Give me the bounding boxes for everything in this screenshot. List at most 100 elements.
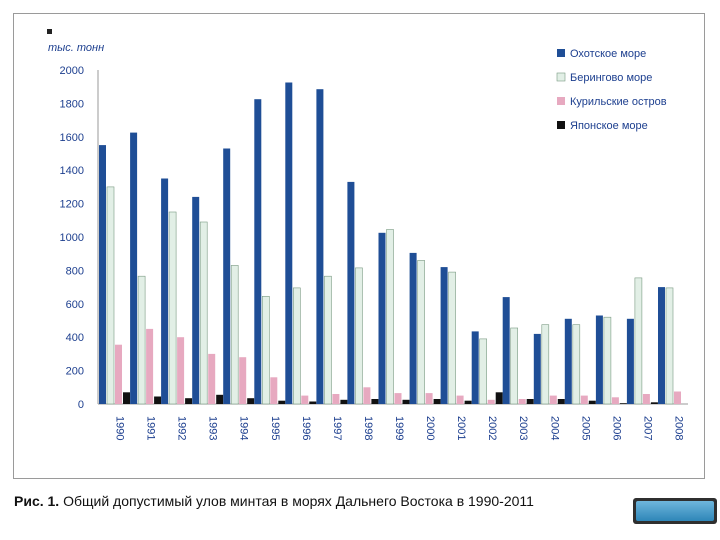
bar-1-1990 <box>106 186 115 405</box>
chart-frame: тыс. тонн 0 200 400 600 800 1000 1200 1400 1600 1… <box>13 13 705 479</box>
legend-swatch <box>557 121 565 129</box>
x-tick-label: 2006 <box>610 416 622 440</box>
bar-3-2001 <box>464 400 472 404</box>
bar-0-1999 <box>378 232 386 404</box>
y-tick-label: 400 <box>66 332 84 344</box>
bar-2-2000 <box>425 393 433 404</box>
y-tick-labels: 0 200 400 600 800 1000 1200 1400 1600 1800 2000 <box>60 65 84 411</box>
bar-3-1995 <box>278 400 286 404</box>
x-tick-label: 1991 <box>145 416 157 440</box>
x-tick-label: 1999 <box>393 416 405 440</box>
bar-series <box>99 82 681 405</box>
bar-2-1993 <box>208 353 216 404</box>
bar-2-2001 <box>456 395 464 404</box>
y-tick-label: 1800 <box>60 98 84 110</box>
bar-1-1996 <box>292 287 301 405</box>
legend-swatch <box>557 97 565 105</box>
bar-3-2005 <box>588 400 596 404</box>
bar-0-2005 <box>564 318 572 404</box>
x-tick-label: 1992 <box>176 416 188 440</box>
x-tick-label: 1997 <box>331 416 343 440</box>
bar-3-2002 <box>495 392 503 404</box>
x-tick-label: 2004 <box>548 416 560 440</box>
bar-1-1991 <box>137 275 146 405</box>
bar-0-1990 <box>99 145 106 404</box>
bar-0-1992 <box>161 178 169 404</box>
bar-3-1998 <box>371 399 379 404</box>
corner-marker <box>47 29 52 34</box>
bar-2-1992 <box>177 337 185 404</box>
bar-3-1990 <box>123 392 130 404</box>
bar-3-2004 <box>557 399 565 404</box>
bar-2-1990 <box>115 344 122 404</box>
bar-3-2003 <box>526 399 534 404</box>
x-tick-label: 2007 <box>641 416 653 440</box>
bar-0-2003 <box>502 297 510 404</box>
bar-0-2007 <box>626 318 634 404</box>
next-slide-button[interactable] <box>633 498 717 524</box>
bar-2-2007 <box>642 394 650 404</box>
bar-0-1995 <box>254 99 262 404</box>
bar-2-2002 <box>487 399 495 404</box>
bar-1-2007 <box>634 277 643 405</box>
bar-0-2008 <box>658 287 665 404</box>
bar-1-2004 <box>541 324 550 405</box>
x-tick-label: 2005 <box>579 416 591 440</box>
y-tick-label: 1200 <box>60 199 84 211</box>
bar-2-2008 <box>674 391 681 404</box>
x-tick-label: 1996 <box>300 416 312 440</box>
bar-0-2002 <box>471 331 479 404</box>
bar-2-2003 <box>518 399 526 404</box>
bar-0-2000 <box>409 252 417 404</box>
bar-2-1994 <box>239 357 247 404</box>
y-tick-label: 0 <box>78 399 84 411</box>
bar-1-1992 <box>168 211 177 405</box>
x-tick-label: 2003 <box>517 416 529 440</box>
legend-swatch <box>557 49 565 57</box>
x-tick-label: 2001 <box>455 416 467 440</box>
y-tick-label: 2000 <box>60 65 84 77</box>
bar-0-2004 <box>533 333 541 404</box>
x-tick-label: 1994 <box>238 416 250 440</box>
x-tick-label: 2002 <box>486 416 498 440</box>
x-tick-label: 1998 <box>362 416 374 440</box>
legend-label: Японское море <box>570 120 648 132</box>
tac-bar-chart: тыс. тонн 0 200 400 600 800 1000 1200 1400 1600 1… <box>47 29 688 440</box>
bar-0-1991 <box>130 132 138 404</box>
bar-0-1998 <box>347 181 355 404</box>
y-tick-label: 1000 <box>60 232 84 244</box>
legend: Охотское море Берингово море Курильские ос… <box>556 48 667 132</box>
bar-3-2007 <box>650 402 658 404</box>
bar-3-1994 <box>247 398 255 404</box>
bar-2-1997 <box>332 394 340 404</box>
legend-label: Курильские остров <box>570 96 667 108</box>
bar-1-2000 <box>417 260 425 405</box>
bar-1-2006 <box>603 316 612 405</box>
bar-3-2000 <box>433 399 441 404</box>
bar-3-1992 <box>185 398 193 404</box>
x-tick-label: 1990 <box>114 416 126 440</box>
bar-2-2006 <box>611 397 619 404</box>
y-tick-label: 200 <box>66 366 84 378</box>
x-tick-label: 2000 <box>424 416 436 440</box>
bar-3-1999 <box>402 399 410 404</box>
bar-0-2001 <box>440 267 448 404</box>
bar-1-1994 <box>230 265 239 405</box>
legend-label: Берингово море <box>570 72 652 84</box>
bar-1-2002 <box>479 338 488 405</box>
bar-2-1995 <box>270 377 278 404</box>
y-tick-label: 1400 <box>60 165 84 177</box>
bar-2-2004 <box>549 395 557 404</box>
bar-3-1996 <box>309 401 317 404</box>
bar-0-1993 <box>192 196 200 404</box>
x-tick-label: 1993 <box>207 416 219 440</box>
unit-label: тыс. тонн <box>48 42 104 54</box>
bar-1-2003 <box>510 327 519 405</box>
x-tick-label: 1995 <box>269 416 281 440</box>
y-tick-label: 800 <box>66 265 84 277</box>
bar-1-1998 <box>355 267 363 405</box>
figure-caption: Рис. 1. Общий допустимый улов минтая в м… <box>14 493 534 509</box>
x-tick-labels: 1990 1991 1992 1993 1994 1995 1996 1997 1998 1999… <box>114 416 685 440</box>
next-slide-button-face <box>636 501 714 521</box>
bar-0-1994 <box>223 148 231 404</box>
